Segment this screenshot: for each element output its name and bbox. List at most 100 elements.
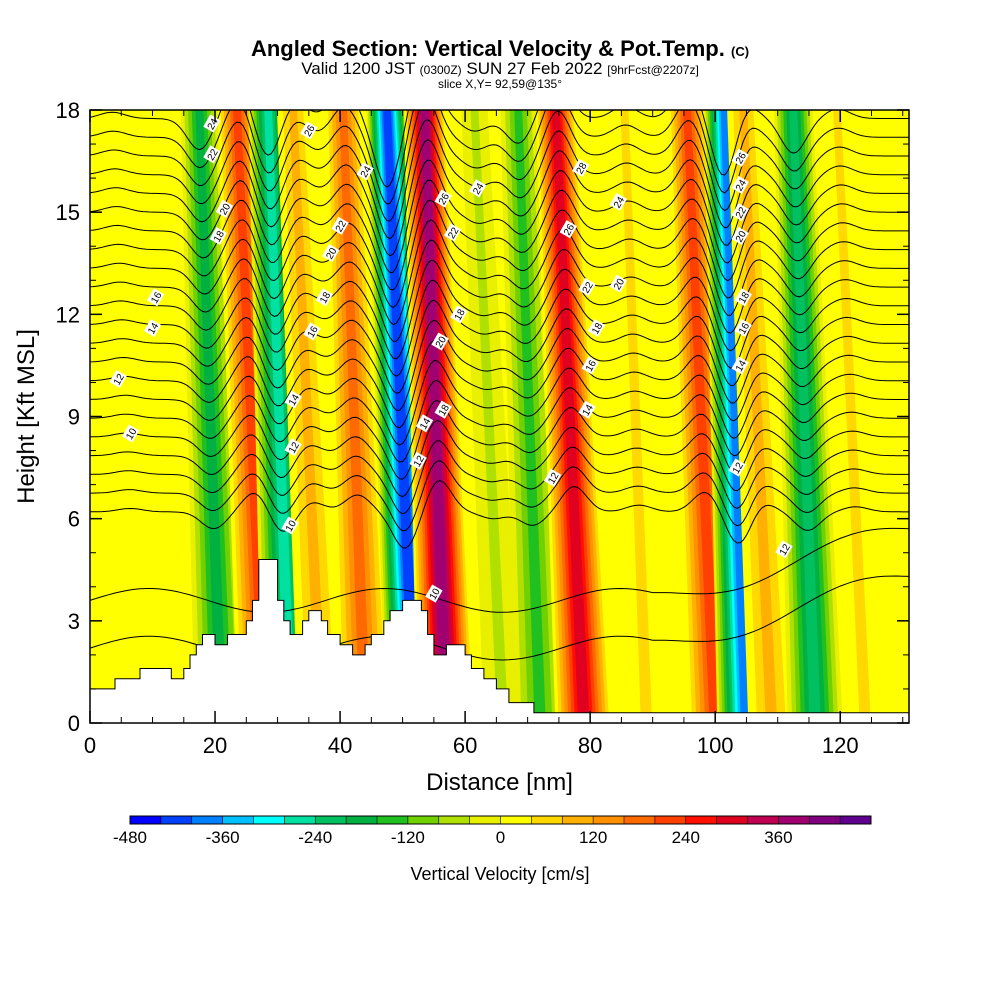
theta-label: 10	[121, 424, 140, 443]
theta-label: 26	[731, 148, 749, 167]
theta-label: 18	[315, 288, 333, 307]
theta-label-text: 18	[212, 229, 227, 245]
theta-isentrope	[90, 319, 909, 411]
theta-label: 14	[578, 400, 596, 419]
theta-isentrope	[90, 279, 909, 377]
theta-label: 24	[203, 114, 221, 133]
velocity-band-layer	[739, 110, 778, 723]
theta-labels: 2422201816141210262422201816141210262422…	[109, 114, 793, 603]
theta-label-bg	[281, 516, 299, 535]
theta-isentrope	[90, 360, 909, 446]
colorbar-swatch	[747, 816, 779, 824]
theta-label-bg	[303, 322, 321, 341]
theta-label-bg	[587, 318, 606, 338]
velocity-band-layer	[551, 110, 590, 723]
theta-label-text: 14	[581, 403, 596, 419]
theta-label-text: 20	[434, 334, 449, 350]
x-tick-label: 100	[697, 733, 734, 758]
valid-prefix: Valid 1200 JST	[301, 59, 415, 78]
theta-isentrope	[90, 239, 909, 342]
theta-label-text: 16	[737, 321, 752, 337]
theta-label: 20	[609, 274, 627, 293]
theta-isentrope	[90, 420, 909, 498]
theta-label-bg	[300, 121, 318, 140]
theta-label-text: 10	[428, 586, 443, 602]
theta-label-bg	[731, 356, 749, 375]
theta-label-bg	[731, 148, 749, 167]
colorbar-swatch	[130, 816, 162, 824]
velocity-band-layer	[289, 110, 327, 723]
y-tick-label: 3	[68, 609, 80, 634]
velocity-band-layer	[833, 110, 871, 723]
theta-label-bg	[450, 305, 468, 324]
theta-label-bg	[203, 145, 221, 164]
theta-label-text: 18	[453, 307, 468, 323]
x-tick-label: 80	[578, 733, 602, 758]
theta-label: 20	[322, 243, 340, 263]
colorbar-swatch	[469, 816, 501, 824]
velocity-band-layer	[683, 110, 721, 723]
theta-label-text: 18	[737, 290, 752, 306]
chart-title-text: Angled Section: Vertical Velocity & Pot.…	[250, 36, 725, 61]
velocity-field	[90, 110, 909, 723]
theta-label-bg	[331, 216, 349, 235]
theta-label-text: 16	[149, 290, 164, 306]
theta-label: 22	[578, 278, 596, 297]
theta-label-text: 20	[218, 202, 233, 218]
theta-label-bg	[543, 468, 562, 487]
theta-label: 18	[209, 226, 227, 246]
theta-isentrope	[90, 527, 909, 613]
theta-label: 10	[281, 516, 299, 535]
theta-isentrope	[90, 460, 909, 532]
colorbar-swatch	[500, 816, 532, 824]
theta-label: 18	[734, 288, 752, 307]
theta-contours	[90, 110, 909, 661]
colorbar-tick-label: 120	[579, 828, 607, 847]
theta-label-text: 12	[546, 471, 561, 487]
theta-label-bg	[146, 288, 165, 307]
theta-label: 12	[728, 458, 746, 477]
colorbar-swatch	[160, 816, 193, 824]
colorbar-swatch	[593, 816, 625, 824]
theta-label: 28	[572, 158, 590, 177]
theta-label-text: 24	[612, 195, 627, 211]
velocity-band	[276, 110, 345, 723]
theta-label: 20	[731, 226, 749, 246]
theta-isentrope	[90, 159, 909, 274]
theta-label: 26	[559, 220, 577, 239]
theta-label-bg	[731, 175, 749, 194]
theta-label-bg	[731, 203, 749, 222]
theta-label-bg	[143, 318, 162, 338]
colorbar-swatch	[284, 816, 316, 824]
theta-label-text: 26	[437, 191, 452, 207]
theta-label-bg	[434, 189, 452, 208]
colorbar-swatch	[531, 816, 563, 824]
velocity-band-layer	[789, 110, 821, 723]
y-tick-label: 0	[68, 711, 80, 736]
theta-isentrope	[90, 110, 909, 205]
theta-label-bg	[578, 400, 596, 419]
theta-label-text: 24	[734, 178, 749, 194]
colorbar-swatch	[438, 816, 470, 824]
copyright-mark: (C)	[731, 44, 750, 59]
theta-label-text: 12	[412, 454, 427, 470]
theta-label: 14	[731, 356, 749, 375]
theta-label-text: 24	[471, 181, 486, 197]
forecast-info: [9hrFcst@2207z]	[607, 63, 699, 77]
theta-label-bg	[109, 369, 127, 389]
x-tick-label: 120	[822, 733, 859, 758]
theta-isentrope	[90, 219, 909, 326]
theta-label: 12	[109, 369, 127, 389]
theta-label-text: 20	[734, 229, 749, 245]
theta-label-bg	[609, 192, 627, 211]
valid-time-line: Valid 1200 JST (0300Z) SUN 27 Feb 2022 […	[0, 60, 1000, 79]
colorbar-swatch	[685, 816, 717, 824]
theta-isentrope	[90, 139, 909, 257]
theta-label-bg	[443, 223, 462, 242]
theta-label-text: 24	[206, 116, 221, 132]
theta-label: 14	[415, 414, 434, 433]
velocity-band-layer	[339, 110, 371, 723]
theta-label-text: 12	[287, 440, 302, 456]
theta-label-text: 10	[284, 518, 299, 534]
theta-label: 10	[425, 584, 443, 603]
